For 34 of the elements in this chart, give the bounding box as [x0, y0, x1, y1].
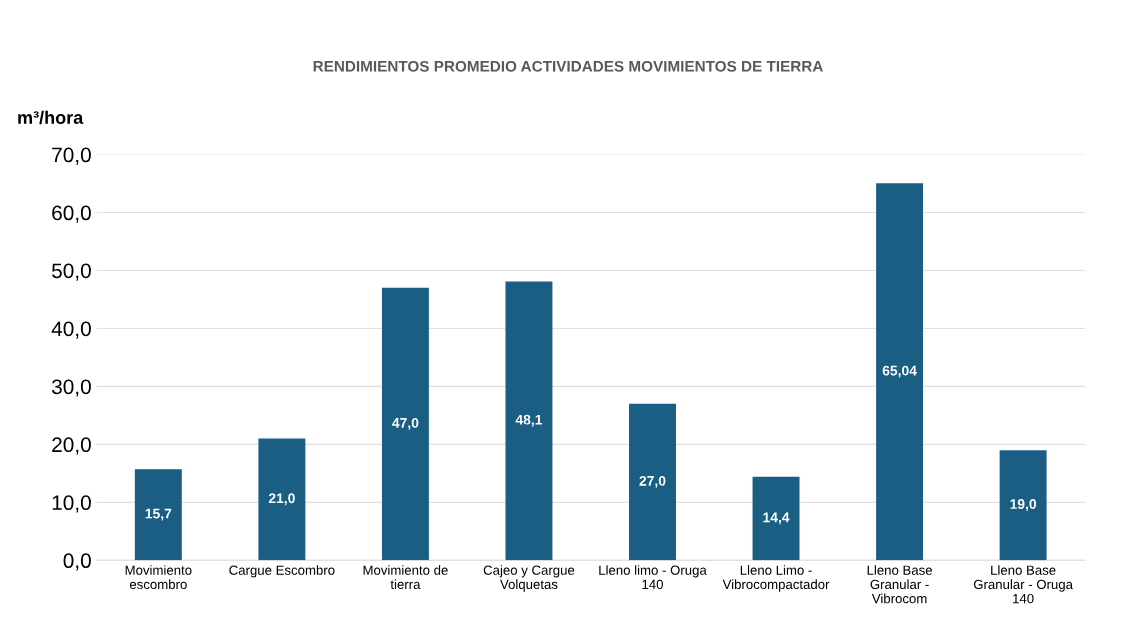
x-tick-label: Cargue Escombro — [229, 565, 335, 578]
y-tick-label: 40,0 — [51, 321, 91, 339]
data-label: 48,1 — [515, 414, 543, 427]
bar — [629, 403, 676, 561]
x-tick-label: Movimiento escombro — [125, 565, 192, 590]
y-tick-label: 70,0 — [52, 147, 91, 165]
bar — [505, 281, 553, 561]
bar — [134, 469, 182, 561]
y-axis-title: m³/hora — [18, 110, 84, 125]
y-tick-label: 30,0 — [51, 379, 91, 397]
data-label: 27,0 — [639, 475, 666, 488]
x-tick-label: Lleno Base Granular - Oruga 140 — [973, 565, 1073, 604]
data-label: 19,0 — [1010, 499, 1037, 511]
data-label: 14,4 — [763, 512, 790, 525]
bar — [258, 438, 306, 561]
y-tick-label: 10,0 — [52, 495, 91, 513]
y-tick-label: 0,0 — [63, 553, 91, 571]
x-tick-label: Lleno Limo - Vibrocompactador — [722, 565, 830, 592]
chart-title: RENDIMIENTOS PROMEDIO ACTIVIDADES MOVIMIENTOS DE TIERRA — [313, 60, 823, 72]
data-label: 15,7 — [145, 508, 172, 521]
data-label: 65,04 — [882, 365, 917, 378]
data-label: 47,0 — [392, 417, 419, 430]
bar — [752, 476, 800, 561]
bar — [876, 183, 924, 561]
bar — [999, 450, 1047, 561]
y-tick-label: 60,0 — [52, 205, 91, 223]
x-tick-label: Lleno limo - Oruga 140 — [599, 565, 707, 590]
x-tick-label: Movimiento de tierra — [363, 565, 448, 590]
y-tick-label: 50,0 — [51, 263, 91, 281]
bar — [381, 287, 429, 561]
data-label: 21,0 — [268, 493, 295, 506]
x-tick-label: Cajeo y Cargue Volquetas — [483, 565, 575, 592]
x-tick-label: Lleno Base Granular - Vibrocom — [867, 565, 932, 604]
y-tick-label: 20,0 — [52, 437, 91, 455]
